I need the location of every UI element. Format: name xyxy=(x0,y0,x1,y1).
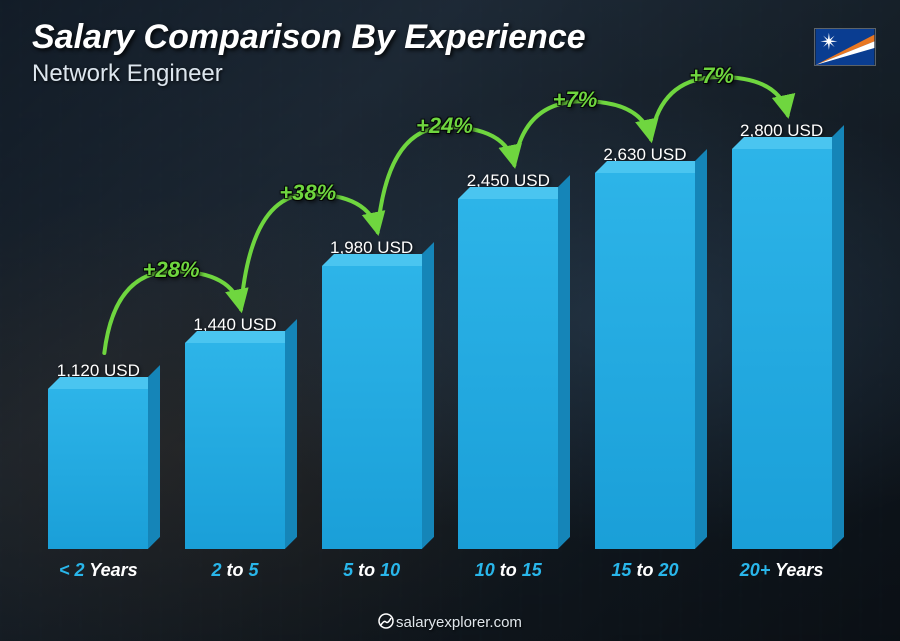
bar-group: 1,120 USD xyxy=(38,361,158,549)
x-axis-label: 2 to 5 xyxy=(175,560,295,581)
bar xyxy=(185,343,285,549)
bar-group: 1,440 USD xyxy=(175,315,295,549)
logo-icon xyxy=(378,613,394,629)
x-axis-label: 5 to 10 xyxy=(312,560,432,581)
x-axis-label: < 2 Years xyxy=(38,560,158,581)
increase-percent-label: +7% xyxy=(689,63,734,89)
bar-group: 1,980 USD xyxy=(312,238,432,549)
country-flag-icon xyxy=(814,28,876,66)
bar xyxy=(322,266,422,549)
page-subtitle: Network Engineer xyxy=(32,60,223,88)
footer-text: salaryexplorer.com xyxy=(396,614,522,631)
x-axis-label: 10 to 15 xyxy=(448,560,568,581)
increase-percent-label: +28% xyxy=(143,257,200,283)
page-title: Salary Comparison By Experience xyxy=(32,18,586,57)
bars-row: 1,120 USD1,440 USD1,980 USD2,450 USD2,63… xyxy=(30,119,850,549)
x-labels-row: < 2 Years 2 to 5 5 to 10 10 to 15 15 to 20 20… xyxy=(30,560,850,581)
x-axis-label: 15 to 20 xyxy=(585,560,705,581)
bar-group: 2,450 USD xyxy=(448,171,568,549)
chart-area: 1,120 USD1,440 USD1,980 USD2,450 USD2,63… xyxy=(30,100,850,581)
increase-percent-label: +7% xyxy=(553,87,598,113)
bar-group: 2,630 USD xyxy=(585,145,705,549)
bar xyxy=(732,149,832,549)
chart-container: Salary Comparison By Experience Network … xyxy=(0,0,900,641)
increase-percent-label: +24% xyxy=(416,113,473,139)
bar xyxy=(458,199,558,549)
increase-percent-label: +38% xyxy=(279,180,336,206)
bar xyxy=(595,173,695,549)
bar-group: 2,800 USD xyxy=(722,121,842,549)
footer-attribution: salaryexplorer.com xyxy=(0,613,900,631)
bar xyxy=(48,389,148,549)
x-axis-label: 20+ Years xyxy=(722,560,842,581)
